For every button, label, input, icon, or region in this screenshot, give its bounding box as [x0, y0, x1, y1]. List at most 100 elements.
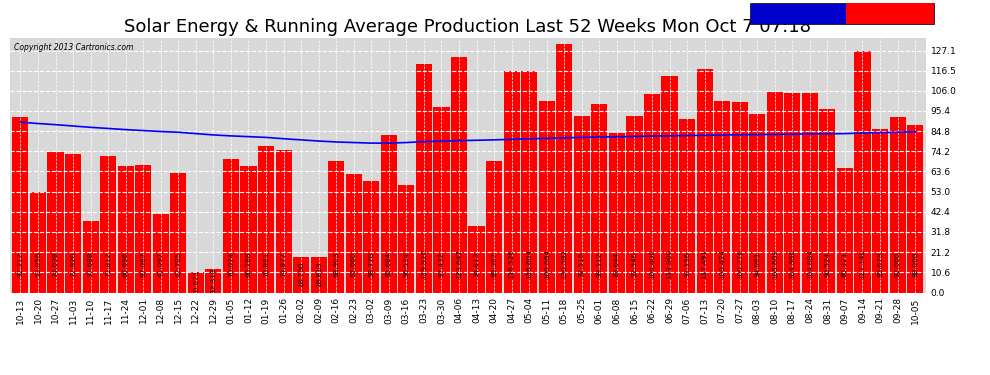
- Bar: [889, 117, 906, 292]
- Bar: [100, 156, 116, 292]
- Bar: [504, 71, 520, 292]
- Text: 37.688: 37.688: [87, 251, 94, 277]
- Bar: [784, 93, 800, 292]
- Bar: [644, 94, 660, 292]
- Bar: [30, 192, 47, 292]
- Bar: [363, 181, 379, 292]
- Text: 116.526: 116.526: [509, 249, 515, 279]
- Text: 100.424: 100.424: [719, 249, 725, 279]
- Text: 74.877: 74.877: [280, 251, 286, 277]
- Bar: [450, 57, 467, 292]
- Bar: [574, 117, 590, 292]
- Bar: [398, 185, 415, 292]
- Text: 117.491: 117.491: [702, 249, 708, 279]
- Bar: [854, 51, 870, 292]
- Bar: [223, 159, 239, 292]
- Text: 113.900: 113.900: [666, 249, 672, 279]
- Bar: [837, 168, 853, 292]
- Text: 34.813: 34.813: [473, 251, 479, 277]
- Text: 99.112: 99.112: [596, 251, 602, 277]
- Bar: [170, 173, 186, 292]
- Text: 96.524: 96.524: [825, 251, 831, 277]
- Text: 116.604: 116.604: [526, 249, 533, 279]
- Bar: [714, 101, 731, 292]
- Bar: [241, 166, 256, 292]
- Text: 85.679: 85.679: [877, 251, 883, 277]
- Text: 104.884: 104.884: [807, 249, 813, 279]
- Text: 83.644: 83.644: [614, 251, 620, 277]
- Bar: [48, 152, 63, 292]
- Bar: [188, 272, 204, 292]
- Text: 62.060: 62.060: [350, 251, 356, 277]
- Bar: [205, 269, 222, 292]
- Bar: [293, 257, 309, 292]
- Text: 100.276: 100.276: [737, 249, 742, 279]
- Bar: [556, 44, 572, 292]
- Text: 104.966: 104.966: [789, 249, 795, 279]
- Text: 66.696: 66.696: [123, 251, 129, 277]
- Text: 127.140: 127.140: [859, 249, 865, 279]
- Text: 119.920: 119.920: [421, 249, 427, 279]
- Text: 41.097: 41.097: [157, 251, 163, 277]
- Bar: [802, 93, 818, 292]
- Text: 88.000: 88.000: [912, 251, 918, 277]
- Text: 92.212: 92.212: [18, 251, 24, 277]
- Bar: [136, 165, 151, 292]
- Text: 130.582: 130.582: [561, 249, 567, 279]
- Text: 65.321: 65.321: [842, 251, 848, 277]
- Bar: [591, 104, 608, 292]
- Text: Weekly (kWh): Weekly (kWh): [856, 9, 924, 18]
- Bar: [627, 116, 643, 292]
- Text: 76.881: 76.881: [263, 251, 269, 277]
- Bar: [697, 69, 713, 292]
- Bar: [152, 214, 169, 292]
- Text: Copyright 2013 Cartronics.com: Copyright 2013 Cartronics.com: [15, 43, 134, 52]
- Text: 72.820: 72.820: [70, 251, 76, 277]
- Text: 58.770: 58.770: [368, 251, 374, 277]
- Text: 94.001: 94.001: [754, 251, 760, 277]
- Bar: [416, 64, 432, 292]
- Bar: [661, 76, 677, 292]
- Bar: [118, 166, 134, 292]
- Bar: [679, 119, 695, 292]
- Bar: [521, 70, 538, 292]
- Bar: [820, 109, 836, 292]
- Text: 18.813: 18.813: [316, 262, 322, 287]
- Text: 66.288: 66.288: [246, 251, 251, 277]
- Text: 53.056: 53.056: [35, 251, 41, 277]
- Text: 70.074: 70.074: [228, 251, 234, 277]
- Bar: [65, 154, 81, 292]
- Title: Solar Energy & Running Average Production Last 52 Weeks Mon Oct 7 07:18: Solar Energy & Running Average Productio…: [125, 18, 811, 36]
- Bar: [766, 92, 783, 292]
- Text: 91.136: 91.136: [684, 251, 690, 277]
- Text: 123.642: 123.642: [456, 249, 462, 279]
- Bar: [381, 135, 397, 292]
- Text: 71.812: 71.812: [105, 251, 111, 277]
- Text: Average (kWh): Average (kWh): [765, 9, 838, 18]
- Bar: [609, 134, 625, 292]
- Text: 82.684: 82.684: [386, 251, 392, 277]
- Text: 18.700: 18.700: [298, 262, 304, 287]
- Bar: [82, 221, 99, 292]
- Bar: [486, 160, 502, 292]
- Text: 105.609: 105.609: [772, 249, 778, 279]
- Bar: [311, 257, 327, 292]
- Text: 67.067: 67.067: [141, 251, 147, 277]
- Text: 100.664: 100.664: [544, 249, 549, 279]
- Text: 92.000: 92.000: [895, 251, 901, 277]
- Text: 12.318: 12.318: [211, 268, 217, 294]
- Bar: [328, 161, 345, 292]
- Bar: [275, 150, 292, 292]
- Text: 68.903: 68.903: [334, 251, 340, 277]
- Bar: [468, 226, 485, 292]
- Text: 92.546: 92.546: [632, 251, 638, 277]
- Bar: [434, 107, 449, 292]
- Bar: [12, 117, 29, 292]
- Bar: [907, 125, 924, 292]
- Bar: [539, 101, 554, 292]
- Bar: [749, 114, 765, 292]
- Bar: [732, 102, 747, 292]
- Text: 97.432: 97.432: [439, 251, 445, 277]
- Text: 56.534: 56.534: [403, 251, 410, 277]
- Text: 104.400: 104.400: [649, 249, 655, 279]
